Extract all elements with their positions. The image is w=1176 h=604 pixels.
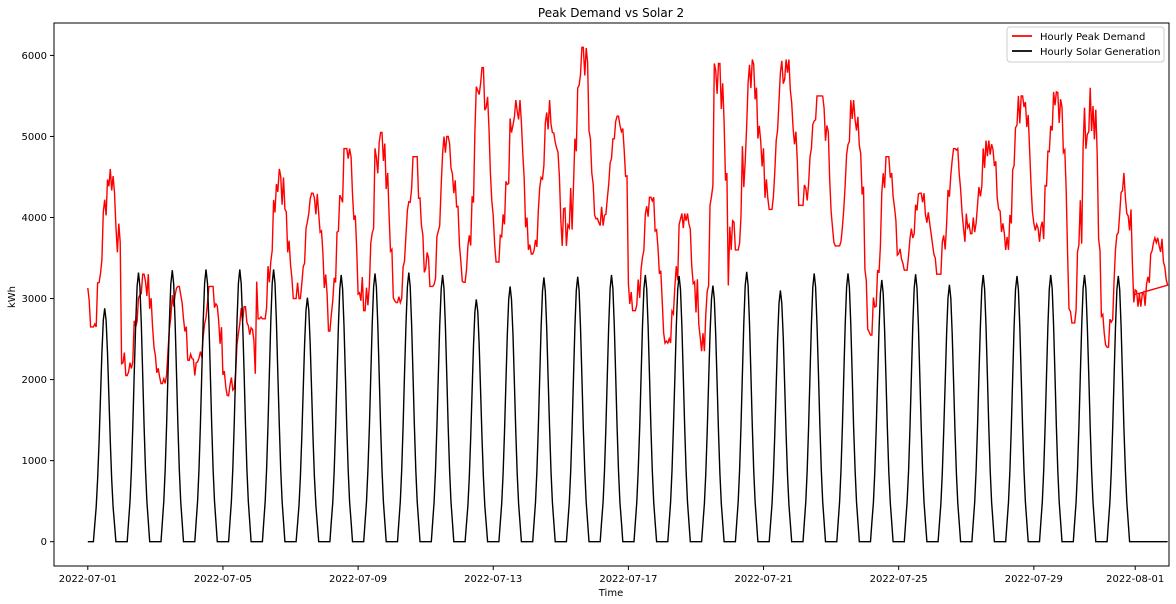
series-line-solar-generation	[87, 269, 1168, 543]
x-tick-label: 2022-08-01	[1106, 574, 1164, 585]
x-tick-label: 2022-07-25	[870, 574, 928, 585]
x-tick-label: 2022-07-01	[59, 574, 117, 585]
y-tick-label: 3000	[22, 294, 47, 305]
y-axis: 0 1000 2000 3000 4000 5000 6000	[22, 51, 54, 548]
x-tick-label: 2022-07-09	[329, 574, 387, 585]
x-axis-label: Time	[598, 588, 623, 599]
legend: Hourly Peak Demand Hourly Solar Generati…	[1006, 26, 1165, 63]
series-line-peak-demand	[87, 46, 1169, 397]
plot-frame	[53, 22, 1170, 567]
x-tick-label: 2022-07-29	[1005, 574, 1063, 585]
y-axis-label: kWh	[7, 286, 18, 308]
x-tick-label: 2022-07-05	[194, 574, 252, 585]
x-tick-label: 2022-07-13	[464, 574, 522, 585]
legend-label-solar: Hourly Solar Generation	[1040, 47, 1160, 58]
y-tick-label: 6000	[22, 51, 47, 62]
x-tick-label: 2022-07-21	[734, 574, 792, 585]
chart-title: Peak Demand vs Solar 2	[538, 6, 684, 20]
y-tick-label: 0	[41, 537, 47, 548]
legend-label-demand: Hourly Peak Demand	[1040, 32, 1145, 43]
x-axis: 2022-07-01 2022-07-05 2022-07-09 2022-07-13…	[59, 566, 1164, 585]
plot-area	[87, 46, 1169, 543]
y-tick-label: 4000	[22, 213, 47, 224]
legend-box	[1006, 26, 1165, 63]
x-tick-label: 2022-07-17	[599, 574, 657, 585]
y-tick-label: 2000	[22, 375, 47, 386]
y-tick-label: 5000	[22, 132, 47, 143]
y-tick-label: 1000	[22, 456, 47, 467]
